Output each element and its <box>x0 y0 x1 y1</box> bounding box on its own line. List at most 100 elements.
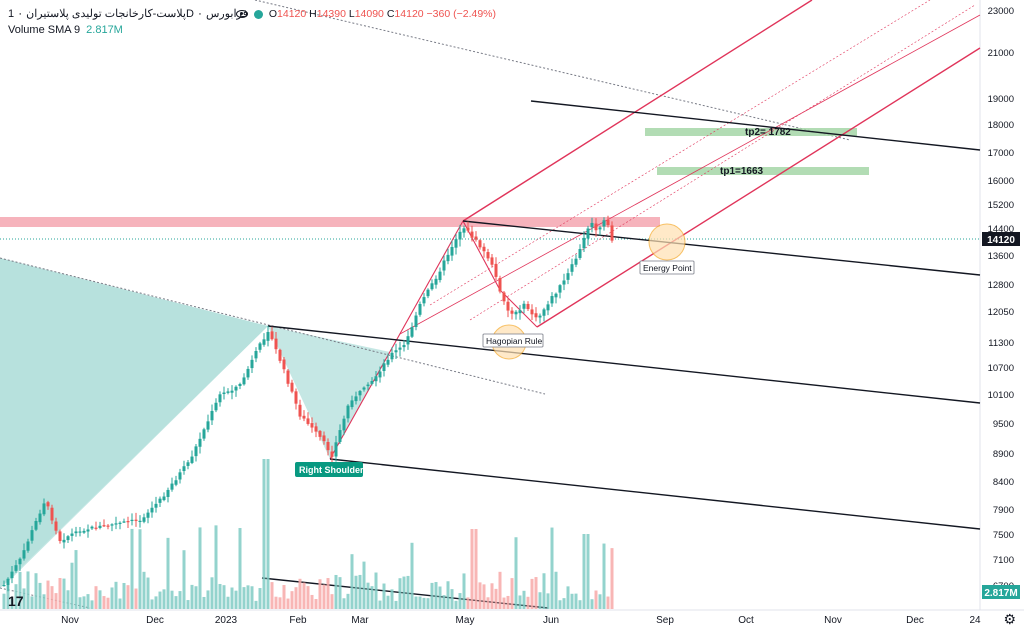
volume-bar <box>166 537 170 609</box>
volume-bar <box>490 583 494 609</box>
candle-body <box>214 402 218 411</box>
price-tick-label: 19000 <box>988 94 1014 105</box>
settings-gear-icon[interactable]: ⚙ <box>1003 611 1016 627</box>
volume-bar <box>290 591 294 609</box>
volume-bar <box>590 599 594 609</box>
volume-bar <box>42 594 46 609</box>
volume-bar <box>94 586 98 609</box>
chart-legend: پلاست-کارخانجات تولیدی پلاستیران ۰ 1D ۰ … <box>8 6 496 38</box>
volume-bar <box>382 583 386 609</box>
svg-text:Energy Point: Energy Point <box>643 263 692 273</box>
volume-bar <box>514 537 518 609</box>
candle-body <box>510 310 514 314</box>
volume-bar <box>14 584 18 609</box>
volume-bar <box>70 562 74 609</box>
candle-body <box>126 521 130 523</box>
candle-body <box>382 363 386 372</box>
volume-indicator-label[interactable]: Volume SMA 9 <box>8 24 81 36</box>
candle-body <box>102 525 106 527</box>
volume-bar <box>74 550 78 609</box>
pitchfork-inner-2 <box>469 4 976 321</box>
candle-body <box>154 503 158 508</box>
volume-bar <box>494 588 498 609</box>
symbol-title[interactable]: پلاست-کارخانجات تولیدی پلاستیران ۰ 1D ۰ … <box>8 8 248 20</box>
volume-bar <box>102 596 106 609</box>
volume-bar <box>378 600 382 609</box>
candle-body <box>98 525 102 528</box>
candle-body <box>278 349 282 361</box>
candle-body <box>574 258 578 265</box>
candle-body <box>258 343 262 350</box>
candle-body <box>482 246 486 252</box>
candle-body <box>466 227 470 231</box>
candle-body <box>390 352 394 360</box>
dotted-trend-line-upper <box>254 0 851 141</box>
volume-bar <box>506 595 510 609</box>
volume-bar <box>18 571 22 609</box>
tp2-label: tp2= 1782 <box>745 127 791 138</box>
candle-body <box>518 310 522 314</box>
volume-bar <box>534 577 538 609</box>
candle-body <box>326 441 330 451</box>
volume-bar <box>470 529 474 609</box>
price-tick-label: 10100 <box>988 390 1014 401</box>
resistance-zone <box>0 217 660 227</box>
candle-body <box>610 225 614 241</box>
time-tick-label: Dec <box>906 615 924 626</box>
candle-body <box>306 418 310 424</box>
volume-bar <box>554 571 558 609</box>
hagopian-rule-label: Hagopian Rule <box>482 333 544 348</box>
volume-bar <box>390 589 394 609</box>
volume-bar <box>58 578 62 609</box>
tp1-label: tp1=1663 <box>720 166 764 177</box>
candle-body <box>418 304 422 315</box>
volume-bar <box>586 534 590 609</box>
candle-body <box>486 252 490 259</box>
volume-bar <box>338 577 342 609</box>
volume-bar <box>318 579 322 609</box>
candle-body <box>542 309 546 316</box>
volume-bar <box>610 548 614 609</box>
volume-bar <box>246 585 250 609</box>
visibility-eye-icon[interactable] <box>236 10 248 18</box>
volume-bar <box>370 586 374 609</box>
volume-bar <box>66 590 70 609</box>
volume-bar <box>450 589 454 609</box>
candle-body <box>342 418 346 431</box>
volume-bar <box>330 594 334 609</box>
candle-body <box>250 359 254 369</box>
tp2-zone <box>645 128 857 136</box>
volume-bar <box>362 561 366 609</box>
trend-line-middle <box>267 325 981 404</box>
volume-bar <box>486 597 490 609</box>
volume-bar <box>342 598 346 609</box>
volume-bar <box>46 580 50 609</box>
volume-bar <box>198 527 202 609</box>
volume-bar <box>294 587 298 609</box>
volume-bar <box>558 600 562 609</box>
price-axis[interactable]: 23000 21000 19000 18000 17000 16000 15200 14400… <box>988 6 1014 592</box>
volume-bar <box>386 595 390 609</box>
price-tick-label: 23000 <box>988 6 1014 17</box>
candle-body <box>550 296 554 304</box>
candle-body <box>442 260 446 271</box>
time-axis[interactable]: Nov Dec 2023 Feb Mar May Jun Sep Oct Nov Dec 24 <box>61 615 981 626</box>
candle-body <box>134 519 138 521</box>
volume-bar <box>374 572 378 609</box>
candle-body <box>370 381 374 384</box>
candle-body <box>434 278 438 285</box>
volume-bar <box>414 596 418 609</box>
candle-body <box>142 517 146 522</box>
pitchfork-handle-3 <box>499 289 538 328</box>
candle-body <box>594 223 598 231</box>
volume-bar <box>498 571 502 609</box>
volume-bar <box>578 600 582 609</box>
volume-bar <box>114 581 118 609</box>
volume-bar <box>474 529 478 609</box>
tradingview-logo-icon[interactable]: 17 <box>8 593 24 609</box>
last-price-tag <box>982 232 1020 246</box>
volume-bar <box>202 596 206 609</box>
volume-bar <box>446 581 450 609</box>
volume-bar <box>106 597 110 609</box>
